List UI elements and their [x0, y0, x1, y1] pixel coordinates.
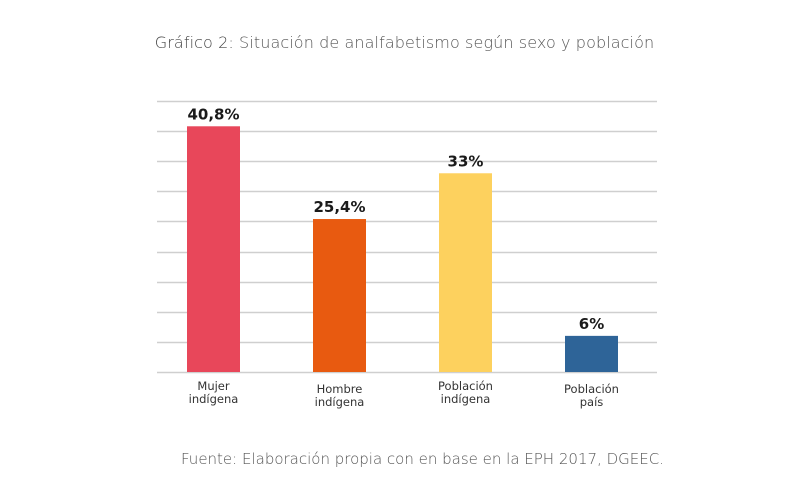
bar — [439, 173, 492, 372]
bar — [313, 219, 366, 372]
data-labels: 40,8% 25,4% 33% 6% — [187, 105, 604, 333]
category-label-line: indígena — [315, 395, 365, 409]
category-label-line: indígena — [189, 392, 239, 406]
category-label: Hombre indígena — [315, 382, 365, 409]
data-label: 25,4% — [313, 198, 365, 216]
category-label-line: Hombre — [317, 382, 363, 396]
chart-title-text: Situación de analfabetismo según sexo y … — [239, 33, 655, 52]
bar — [565, 335, 618, 372]
chart-title-prefix: Gráfico 2: — [154, 33, 234, 52]
category-label-line: Población — [438, 379, 493, 393]
source-note: Fuente: Elaboración propia con en base e… — [181, 450, 664, 468]
category-label-line: Mujer — [197, 379, 229, 393]
category-label-line: Población — [564, 382, 619, 396]
category-label-line: indígena — [441, 392, 491, 406]
chart-title: Gráfico 2: Situación de analfabetismo se… — [0, 33, 809, 52]
data-label: 6% — [579, 315, 604, 333]
data-label: 40,8% — [187, 105, 239, 123]
category-label: Población indígena — [438, 379, 493, 406]
category-label-line: país — [580, 395, 604, 409]
bars — [187, 126, 618, 372]
bar — [187, 126, 240, 372]
category-label: Población país — [564, 382, 619, 409]
data-label: 33% — [448, 152, 484, 170]
category-label: Mujer indígena — [189, 379, 239, 406]
